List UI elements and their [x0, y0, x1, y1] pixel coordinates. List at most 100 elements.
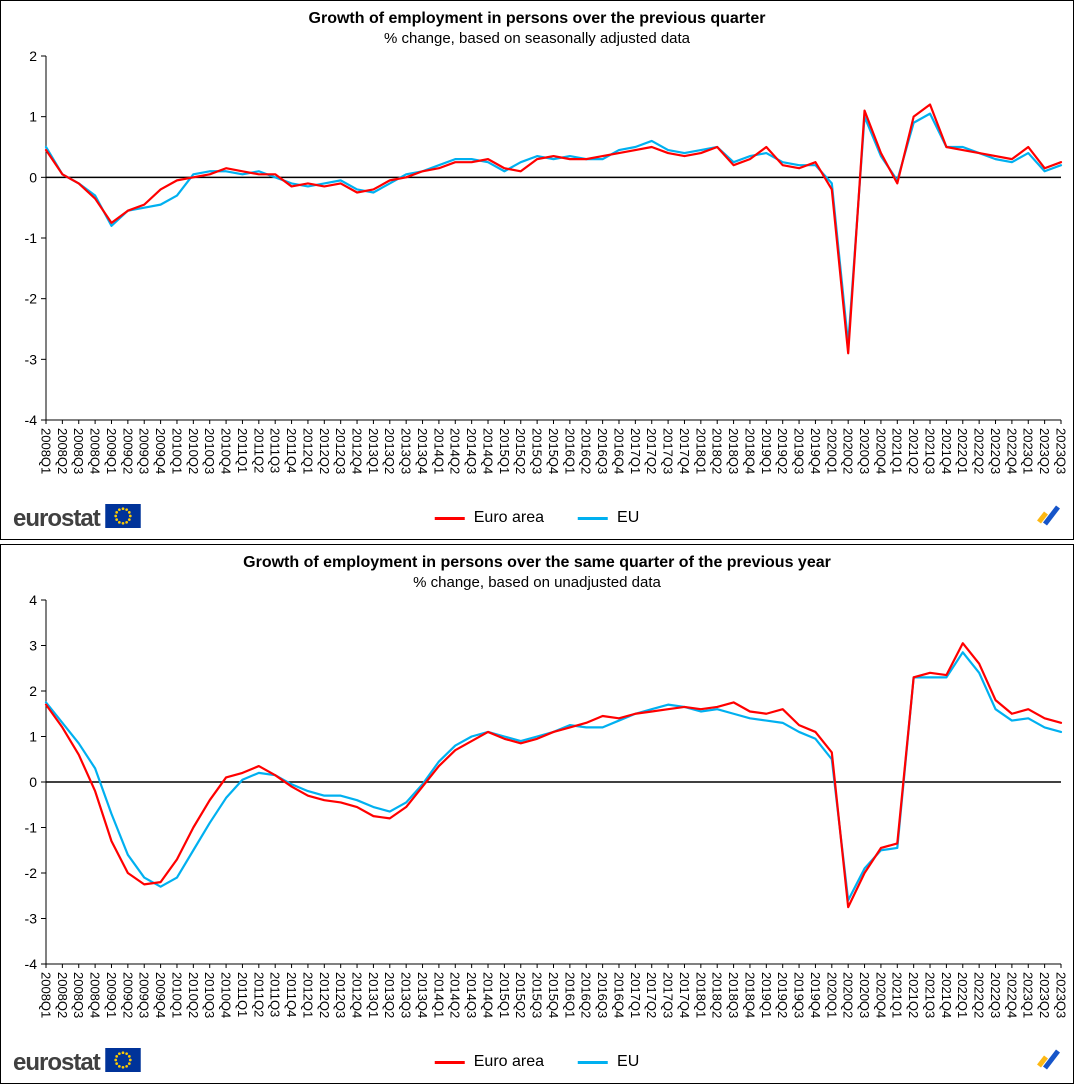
svg-text:2008Q1: 2008Q1 — [38, 972, 53, 1018]
svg-text:1: 1 — [29, 729, 37, 745]
eu-line-swatch — [578, 1060, 609, 1064]
svg-text:2011Q1: 2011Q1 — [235, 428, 250, 473]
svg-text:2020Q1: 2020Q1 — [824, 972, 839, 1018]
svg-text:2012Q2: 2012Q2 — [317, 972, 332, 1018]
legend-item-eu: EU — [578, 509, 639, 527]
svg-text:2019Q3: 2019Q3 — [792, 428, 807, 474]
svg-text:2012Q1: 2012Q1 — [300, 428, 315, 474]
chart-figure-year-on-year: Growth of employment in persons over the… — [0, 544, 1074, 1084]
svg-text:2022Q4: 2022Q4 — [1004, 972, 1019, 1018]
svg-text:-2: -2 — [25, 865, 38, 881]
svg-text:-1: -1 — [25, 820, 38, 836]
svg-text:2011Q1: 2011Q1 — [235, 972, 250, 1017]
euro-area-line-swatch — [434, 1060, 465, 1064]
svg-text:2021Q2: 2021Q2 — [906, 972, 921, 1018]
svg-text:2015Q4: 2015Q4 — [546, 428, 561, 474]
svg-text:2010Q1: 2010Q1 — [169, 428, 184, 474]
svg-text:2017Q1: 2017Q1 — [628, 428, 643, 474]
svg-text:2016Q3: 2016Q3 — [595, 428, 610, 474]
svg-text:2022Q2: 2022Q2 — [972, 972, 987, 1018]
chart-title: Growth of employment in persons over the… — [308, 10, 766, 27]
svg-text:2010Q2: 2010Q2 — [186, 428, 201, 474]
legend-label: Euro area — [473, 509, 545, 526]
svg-text:2017Q4: 2017Q4 — [677, 972, 692, 1018]
svg-text:2013Q3: 2013Q3 — [399, 428, 414, 474]
svg-text:2021Q4: 2021Q4 — [939, 428, 954, 474]
svg-text:2012Q4: 2012Q4 — [349, 972, 364, 1018]
svg-text:-3: -3 — [25, 911, 38, 927]
svg-text:2011Q4: 2011Q4 — [284, 428, 299, 473]
svg-text:2010Q4: 2010Q4 — [219, 972, 234, 1018]
svg-text:2018Q1: 2018Q1 — [693, 972, 708, 1018]
chart-figure-quarter-on-quarter: Growth of employment in persons over the… — [0, 0, 1074, 540]
svg-text:2014Q2: 2014Q2 — [448, 972, 463, 1018]
svg-text:2019Q3: 2019Q3 — [792, 972, 807, 1018]
svg-text:2009Q1: 2009Q1 — [104, 428, 119, 474]
svg-text:2: 2 — [29, 683, 37, 699]
svg-text:2023Q2: 2023Q2 — [1037, 972, 1052, 1018]
legend-label: EU — [617, 1053, 640, 1070]
svg-text:0: 0 — [29, 774, 37, 790]
svg-text:2016Q4: 2016Q4 — [611, 428, 626, 474]
svg-text:2017Q2: 2017Q2 — [644, 972, 659, 1018]
chart-title: Growth of employment in persons over the… — [243, 554, 831, 571]
svg-text:2020Q4: 2020Q4 — [873, 972, 888, 1018]
svg-text:2019Q4: 2019Q4 — [808, 972, 823, 1018]
svg-text:2019Q2: 2019Q2 — [775, 428, 790, 474]
svg-text:2009Q2: 2009Q2 — [120, 972, 135, 1018]
legend: Euro area EU — [434, 1053, 640, 1071]
legend-label: Euro area — [473, 1053, 545, 1070]
svg-text:2016Q3: 2016Q3 — [595, 972, 610, 1018]
svg-text:-4: -4 — [25, 412, 38, 428]
svg-text:2013Q2: 2013Q2 — [382, 428, 397, 474]
svg-text:2021Q2: 2021Q2 — [906, 428, 921, 474]
svg-text:2021Q3: 2021Q3 — [922, 972, 937, 1018]
svg-text:2017Q1: 2017Q1 — [628, 972, 643, 1018]
svg-text:2010Q4: 2010Q4 — [219, 428, 234, 474]
svg-text:2023Q3: 2023Q3 — [1053, 428, 1068, 474]
statistics-swoosh-icon — [1035, 504, 1061, 531]
svg-text:2008Q4: 2008Q4 — [88, 972, 103, 1018]
svg-text:2013Q1: 2013Q1 — [366, 972, 381, 1018]
legend: Euro area EU — [434, 509, 639, 527]
svg-text:2012Q4: 2012Q4 — [349, 428, 364, 474]
svg-text:2010Q2: 2010Q2 — [186, 972, 201, 1018]
svg-text:-3: -3 — [25, 351, 38, 367]
chart-subtitle: % change, based on seasonally adjusted d… — [383, 30, 691, 47]
svg-text:2010Q1: 2010Q1 — [169, 972, 184, 1018]
svg-text:2017Q2: 2017Q2 — [644, 428, 659, 474]
svg-text:2018Q3: 2018Q3 — [726, 428, 741, 474]
svg-text:2012Q2: 2012Q2 — [317, 428, 332, 474]
chart-footer: eurostat Euro area — [1, 1043, 1073, 1079]
svg-text:2015Q2: 2015Q2 — [513, 972, 528, 1018]
svg-text:2013Q4: 2013Q4 — [415, 428, 430, 474]
legend-item-euro-area: Euro area — [434, 509, 545, 527]
svg-text:2011Q2: 2011Q2 — [251, 428, 266, 473]
svg-text:2018Q4: 2018Q4 — [742, 972, 757, 1018]
svg-text:2009Q2: 2009Q2 — [120, 428, 135, 474]
svg-text:2016Q1: 2016Q1 — [562, 428, 577, 474]
svg-text:2008Q3: 2008Q3 — [71, 972, 86, 1018]
svg-text:2: 2 — [29, 48, 37, 64]
eurostat-logo: eurostat — [13, 1048, 141, 1077]
svg-text:2012Q3: 2012Q3 — [333, 428, 348, 474]
eurostat-wordmark: eurostat — [13, 1048, 101, 1076]
svg-text:2012Q3: 2012Q3 — [333, 972, 348, 1018]
svg-text:2013Q4: 2013Q4 — [415, 972, 430, 1018]
svg-text:3: 3 — [29, 638, 37, 654]
svg-text:2009Q3: 2009Q3 — [137, 972, 152, 1018]
svg-text:2017Q3: 2017Q3 — [661, 972, 676, 1018]
svg-text:2015Q3: 2015Q3 — [530, 972, 545, 1018]
svg-text:2010Q3: 2010Q3 — [202, 428, 217, 474]
chart-subtitle: % change, based on unadjusted data — [413, 574, 661, 591]
svg-text:2011Q3: 2011Q3 — [268, 972, 283, 1017]
svg-text:2011Q3: 2011Q3 — [268, 428, 283, 473]
svg-text:2018Q3: 2018Q3 — [726, 972, 741, 1018]
svg-text:2014Q4: 2014Q4 — [480, 428, 495, 474]
svg-text:2009Q4: 2009Q4 — [153, 428, 168, 474]
svg-text:2021Q4: 2021Q4 — [939, 972, 954, 1018]
svg-text:2019Q1: 2019Q1 — [759, 972, 774, 1018]
eu-line-swatch — [578, 516, 609, 520]
svg-text:2017Q4: 2017Q4 — [677, 428, 692, 474]
